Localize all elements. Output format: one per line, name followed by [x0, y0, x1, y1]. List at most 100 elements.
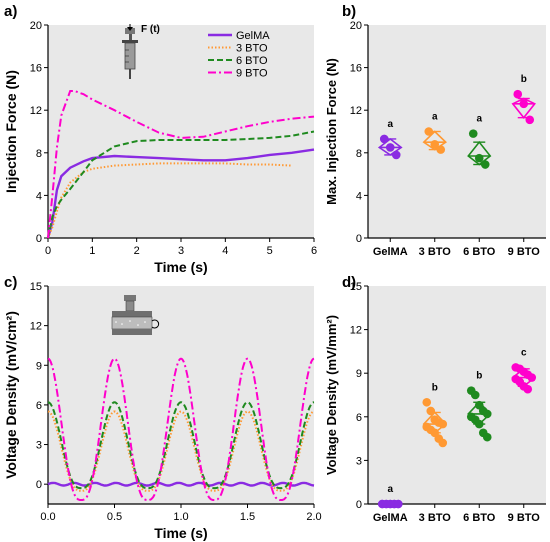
- voltage-density-box-chart: Voltage Density (mV/mm²) 0 3 6 9 12 15 GelMA a 3…: [324, 281, 546, 524]
- d-ytick-label-5: 15: [350, 281, 362, 293]
- a-ylabel: Injection Force (N): [3, 70, 19, 193]
- d-data-point-0-9: [393, 499, 403, 509]
- d-ytick-label-1: 3: [356, 455, 362, 467]
- d-category-label-3: 9 BTO: [508, 512, 541, 524]
- a-plot-area: [48, 25, 314, 238]
- a-xtick-label-1: 1: [89, 245, 95, 257]
- b-ytick-label-4: 16: [350, 63, 362, 75]
- a-ytick-label-0: 0: [36, 233, 42, 245]
- b-data-point-2-0: [468, 129, 478, 138]
- c-ytick-label-5: 15: [30, 281, 42, 293]
- a-xtick-label-6: 6: [311, 245, 317, 257]
- d-ytick-label-3: 9: [356, 368, 362, 380]
- a-series-line-9-bto: [47, 90, 315, 239]
- c-xtick-label-1: 0.5: [107, 511, 122, 523]
- b-group-letter-3: b: [521, 74, 527, 85]
- b-data-point-1-1: [430, 139, 440, 149]
- d-category-label-1: 3 BTO: [419, 512, 452, 524]
- a-ytick-label-4: 16: [30, 63, 42, 75]
- d-group-letter-0: a: [387, 484, 393, 495]
- d-group-letter-1: b: [432, 382, 438, 393]
- b-data-point-3-0: [513, 89, 523, 99]
- a-series-line-6-bto: [47, 130, 315, 239]
- compression-device-icon: [111, 295, 160, 335]
- a-legend-label-2: 6 BTO: [236, 55, 268, 67]
- a-ytick-label-2: 8: [36, 148, 42, 160]
- a-series-line-3-bto: [47, 162, 292, 239]
- c-ytick-label-3: 9: [36, 360, 42, 372]
- b-group-letter-0: a: [387, 119, 393, 130]
- b-ytick-label-1: 4: [356, 190, 362, 202]
- b-data-point-1-2: [436, 145, 446, 154]
- b-category-label-3: 9 BTO: [508, 246, 541, 258]
- d-data-point-1-1: [426, 406, 436, 416]
- c-xtick-label-3: 1.5: [240, 511, 255, 523]
- b-data-point-3-2: [525, 115, 535, 125]
- d-ytick-label-4: 12: [350, 325, 362, 337]
- d-category-label-0: GelMA: [373, 512, 408, 524]
- b-data-point-2-1: [474, 153, 484, 163]
- panel-label-c: c): [4, 274, 17, 291]
- c-series-line-9-bto: [47, 357, 315, 501]
- b-data-point-0-0: [379, 134, 389, 144]
- b-ytick-label-0: 0: [356, 233, 362, 245]
- voltage-density-time-chart: Voltage Density (mV/cm²) Time (s) 0 3 6 9 12…: [3, 281, 322, 541]
- b-category-label-0: GelMA: [373, 246, 408, 258]
- b-plot-area: [368, 25, 546, 238]
- a-legend-label-1: 3 BTO: [236, 43, 268, 55]
- panel-label-b: b): [342, 3, 356, 20]
- panel-label-d: d): [342, 274, 356, 291]
- a-ytick-label-5: 20: [30, 20, 42, 32]
- c-ytick-label-1: 3: [36, 440, 42, 452]
- c-xlabel: Time (s): [154, 525, 207, 541]
- d-plot-area: [368, 286, 546, 504]
- d-data-point-1-4: [438, 419, 448, 429]
- c-ytick-label-0: 0: [36, 479, 42, 491]
- c-ylabel: Voltage Density (mV/cm²): [3, 311, 19, 479]
- d-data-point-3-8: [523, 384, 533, 394]
- b-data-point-1-0: [424, 127, 434, 136]
- a-series-line-gelma: [46, 148, 315, 239]
- b-ylabel: Max. Injection Force (N): [324, 58, 339, 205]
- d-data-point-2-9: [482, 432, 492, 442]
- d-data-point-1-9: [438, 438, 448, 448]
- a-xtick-label-3: 3: [178, 245, 184, 257]
- syringe-icon: [122, 24, 138, 79]
- d-data-point-2-7: [474, 419, 484, 429]
- c-xtick-label-0: 0.0: [40, 511, 55, 523]
- b-ytick-label-5: 20: [350, 20, 362, 32]
- a-ytick-label-3: 12: [30, 105, 42, 117]
- b-data-point-3-1: [519, 99, 529, 109]
- a-xtick-label-4: 4: [222, 245, 228, 257]
- c-plot-area: [48, 286, 314, 504]
- c-ytick-label-4: 12: [30, 321, 42, 333]
- max-injection-force-box-chart: Max. Injection Force (N) 0 4 8 12 16 20 GelMA a…: [324, 20, 546, 258]
- b-data-point-0-1: [385, 143, 395, 152]
- c-ytick-label-2: 6: [36, 400, 42, 412]
- a-xlabel: Time (s): [154, 259, 207, 275]
- d-data-point-2-1: [470, 390, 480, 400]
- a-xtick-label-2: 2: [134, 245, 140, 257]
- d-data-point-1-0: [422, 397, 432, 407]
- b-group-letter-1: a: [432, 112, 438, 123]
- d-data-point-2-4: [482, 409, 492, 419]
- c-xtick-label-2: 1.0: [173, 511, 188, 523]
- b-category-label-2: 6 BTO: [463, 246, 496, 258]
- d-ytick-label-2: 6: [356, 412, 362, 424]
- d-category-label-2: 6 BTO: [463, 512, 496, 524]
- a-ytick-label-1: 4: [36, 190, 42, 202]
- a-legend-label-3: 9 BTO: [236, 68, 268, 80]
- c-xtick-label-4: 2.0: [306, 511, 321, 523]
- d-group-letter-3: c: [521, 347, 527, 358]
- b-data-point-0-2: [391, 150, 401, 160]
- c-series-line-3-bto: [47, 410, 315, 492]
- a-xtick-label-5: 5: [267, 245, 273, 257]
- injection-force-line-chart: Injection Force (N) Time (s) F (t) 04812…: [3, 20, 317, 275]
- b-category-label-1: 3 BTO: [419, 246, 452, 258]
- panel-label-a: a): [4, 3, 17, 20]
- a-legend-label-0: GelMA: [236, 30, 270, 42]
- b-group-letter-2: a: [476, 114, 482, 125]
- c-series-line-gelma: [47, 481, 315, 487]
- b-ytick-label-2: 8: [356, 148, 362, 160]
